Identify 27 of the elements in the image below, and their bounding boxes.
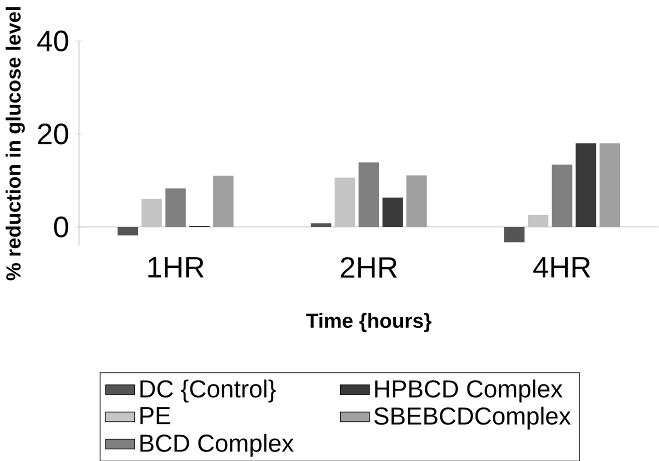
bar [382,197,403,227]
x-tick-label: 4HR [533,256,590,278]
y-axis-title: % reduction in glucose level [6,6,25,280]
bar [165,188,186,227]
legend-label: SBEBCDComplex [374,406,571,430]
bar [528,214,548,227]
y-tick-label: 20 [38,123,68,144]
bar [310,223,332,227]
legend-label: PE [140,406,170,424]
legend-label: HPBCD Complex [375,379,563,402]
y-tick-label: 40 [37,30,68,52]
legend-label: BCD Complex [140,434,294,457]
x-tick-label: 1HR [148,256,204,278]
bar [600,143,620,227]
x-axis-title: Time {hours} [306,312,432,332]
bar [504,226,525,242]
bar [334,177,356,227]
y-tick-label: 0 [54,216,68,238]
bar [118,226,138,236]
legend-label: DC {Control} [140,379,276,402]
bar [552,164,572,227]
bar [213,176,234,227]
bar [576,143,596,227]
bar [406,175,427,227]
bar [141,198,162,227]
x-tick-label: 2HR [340,256,397,278]
bar [358,162,380,227]
